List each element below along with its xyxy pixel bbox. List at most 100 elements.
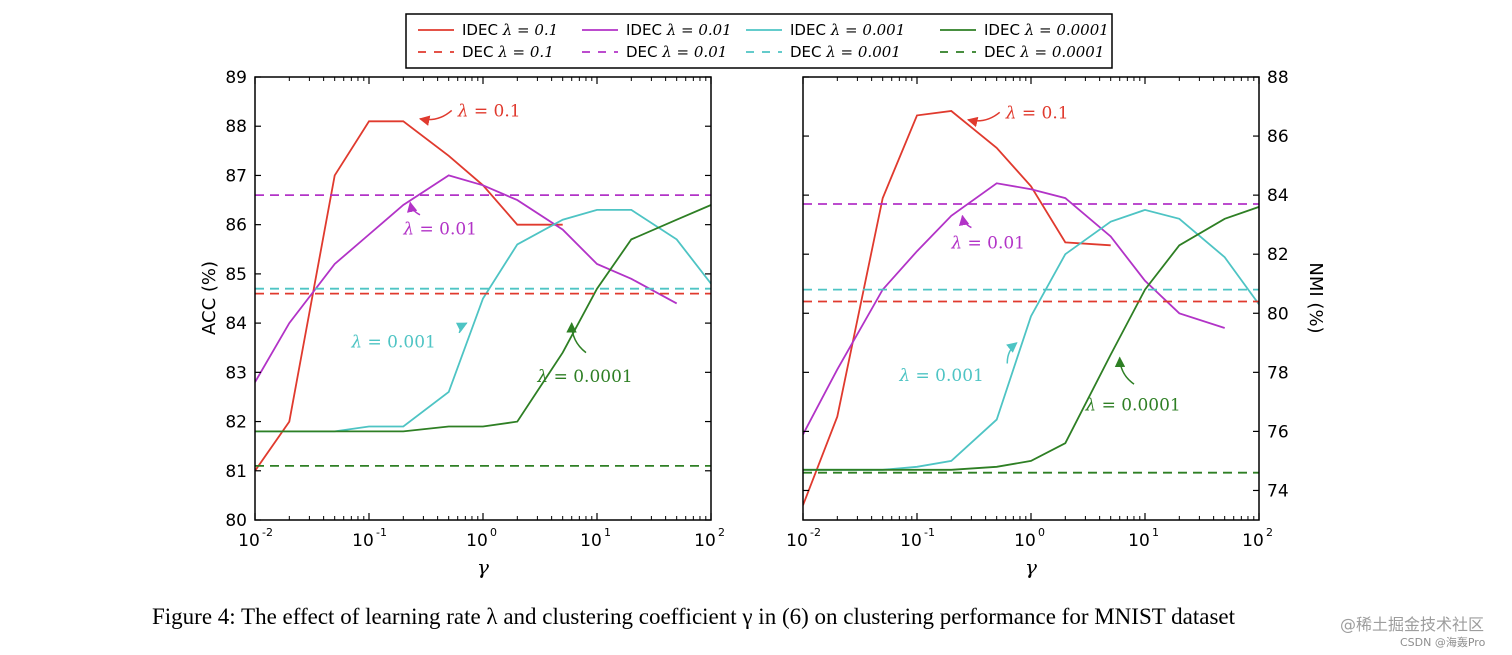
legend-entry: DEC λ = 0.0001 xyxy=(940,43,1104,61)
acc-y-axis-label: ACC (%) xyxy=(199,261,220,335)
x-tick-label: 10 xyxy=(466,531,488,551)
y-tick-label: 87 xyxy=(225,166,247,186)
lambda-annotation: λ = 0.001 xyxy=(350,333,436,353)
idec-series-line xyxy=(255,174,678,383)
x-tick-label: 10 xyxy=(352,531,374,551)
legend-entry: DEC λ = 0.01 xyxy=(582,43,727,61)
lambda-value: = 0.001 xyxy=(362,333,436,353)
y-tick-label: 86 xyxy=(225,216,247,236)
lambda-annotation: λ = 0.001 xyxy=(898,366,984,386)
y-tick-label: 81 xyxy=(225,462,247,482)
legend-label: IDEC λ = 0.0001 xyxy=(984,21,1109,39)
x-tick-label: 10 xyxy=(900,531,922,551)
idec-series-line xyxy=(255,208,711,433)
legend-entry: IDEC λ = 0.01 xyxy=(582,21,732,39)
y-tick-label: 76 xyxy=(1267,422,1289,442)
lambda-value: = 0.1 xyxy=(1016,103,1068,123)
lambda-value: = 0.01 xyxy=(962,233,1025,253)
y-tick-label: 83 xyxy=(225,363,247,383)
lambda-symbol: λ xyxy=(457,101,469,121)
legend-lambda: λ = 0.1 xyxy=(502,21,558,39)
annotation-arrow xyxy=(966,111,1001,128)
idec-series-line xyxy=(255,204,711,433)
x-tick-label: 10 xyxy=(1242,531,1264,551)
x-tick-label: 10 xyxy=(238,531,260,551)
idec-series-line xyxy=(803,110,1111,506)
annotation-arrow xyxy=(958,214,972,229)
legend-label: IDEC λ = 0.1 xyxy=(462,21,558,39)
y-tick-label: 88 xyxy=(225,117,247,137)
annotation-arrow xyxy=(566,322,587,354)
x-tick-exponent: -2 xyxy=(262,526,273,539)
x-tick-label: 10 xyxy=(786,531,808,551)
lambda-value: = 0.001 xyxy=(910,366,984,386)
y-tick-label: 84 xyxy=(1267,186,1289,206)
x-tick-exponent: 2 xyxy=(718,526,725,539)
nmi-x-axis-label: γ xyxy=(1025,555,1037,579)
idec-series-line xyxy=(803,206,1259,471)
annotation-arrow xyxy=(1006,342,1018,364)
annotation-arrow xyxy=(418,109,453,126)
y-tick-label: 86 xyxy=(1267,127,1289,147)
figure-caption: Figure 4: The effect of learning rate λ … xyxy=(152,604,1235,629)
y-tick-label: 84 xyxy=(225,314,247,334)
legend-lambda: λ = 0.01 xyxy=(666,21,732,39)
x-tick-exponent: -1 xyxy=(376,526,387,539)
lambda-annotation: λ = 0.01 xyxy=(402,220,477,240)
lambda-symbol: λ xyxy=(350,333,362,353)
lambda-symbol: λ xyxy=(1084,396,1096,416)
lambda-value: = 0.01 xyxy=(414,220,477,240)
legend-entry: IDEC λ = 0.001 xyxy=(746,21,905,39)
legend: IDEC λ = 0.1 IDEC λ = 0.01 IDEC λ = 0.001 I… xyxy=(405,13,1113,69)
y-tick-label: 89 xyxy=(225,68,247,88)
lambda-annotation: λ = 0.01 xyxy=(950,233,1025,253)
legend-lambda: λ = 0.0001 xyxy=(1019,43,1104,61)
lambda-annotation: λ = 0.0001 xyxy=(1084,396,1180,416)
x-tick-exponent: 2 xyxy=(1266,526,1273,539)
lambda-annotation: λ = 0.0001 xyxy=(536,367,632,387)
lambda-symbol: λ xyxy=(536,367,548,387)
x-tick-label: 10 xyxy=(580,531,602,551)
x-tick-exponent: 1 xyxy=(1152,526,1159,539)
lambda-value: = 0.0001 xyxy=(1096,396,1181,416)
x-tick-label: 10 xyxy=(1128,531,1150,551)
legend-label: DEC λ = 0.1 xyxy=(462,43,554,61)
legend-box xyxy=(405,13,1113,69)
nmi-y-axis-label: NMI (%) xyxy=(1305,262,1326,333)
x-tick-label: 10 xyxy=(1014,531,1036,551)
x-tick-exponent: 1 xyxy=(604,526,611,539)
legend-lambda: λ = 0.0001 xyxy=(1024,21,1109,39)
legend-label: IDEC λ = 0.001 xyxy=(790,21,905,39)
y-tick-label: 78 xyxy=(1267,363,1289,383)
y-tick-label: 88 xyxy=(1267,68,1289,88)
lambda-value: = 0.1 xyxy=(468,101,520,121)
legend-entry: DEC λ = 0.1 xyxy=(418,43,554,61)
lambda-annotation: λ = 0.1 xyxy=(1005,103,1069,123)
legend-label: IDEC λ = 0.01 xyxy=(626,21,732,39)
legend-lambda: λ = 0.001 xyxy=(830,21,906,39)
legend-label: DEC λ = 0.01 xyxy=(626,43,727,61)
x-tick-label: 10 xyxy=(694,531,716,551)
lambda-annotation: λ = 0.1 xyxy=(457,101,521,121)
lambda-symbol: λ xyxy=(898,366,910,386)
y-tick-label: 82 xyxy=(225,413,247,433)
y-tick-label: 80 xyxy=(1267,304,1289,324)
watermark-csdn: CSDN @海轰Pro xyxy=(1400,636,1486,649)
legend-lambda: λ = 0.01 xyxy=(661,43,727,61)
x-tick-exponent: 0 xyxy=(490,526,497,539)
legend-entry: IDEC λ = 0.1 xyxy=(418,21,558,39)
figure: IDEC λ = 0.1 IDEC λ = 0.01 IDEC λ = 0.001 I… xyxy=(199,13,1326,579)
legend-entry: DEC λ = 0.001 xyxy=(746,43,901,61)
idec-series-line xyxy=(803,182,1225,435)
lambda-symbol: λ xyxy=(402,220,414,240)
x-tick-exponent: 0 xyxy=(1038,526,1045,539)
lambda-symbol: λ xyxy=(950,233,962,253)
y-tick-label: 80 xyxy=(225,511,247,531)
legend-lambda: λ = 0.001 xyxy=(825,43,901,61)
legend-label: DEC λ = 0.0001 xyxy=(984,43,1104,61)
annotation-arrow xyxy=(407,201,421,216)
legend-label: DEC λ = 0.001 xyxy=(790,43,901,61)
annotation-arrow xyxy=(1114,356,1135,385)
